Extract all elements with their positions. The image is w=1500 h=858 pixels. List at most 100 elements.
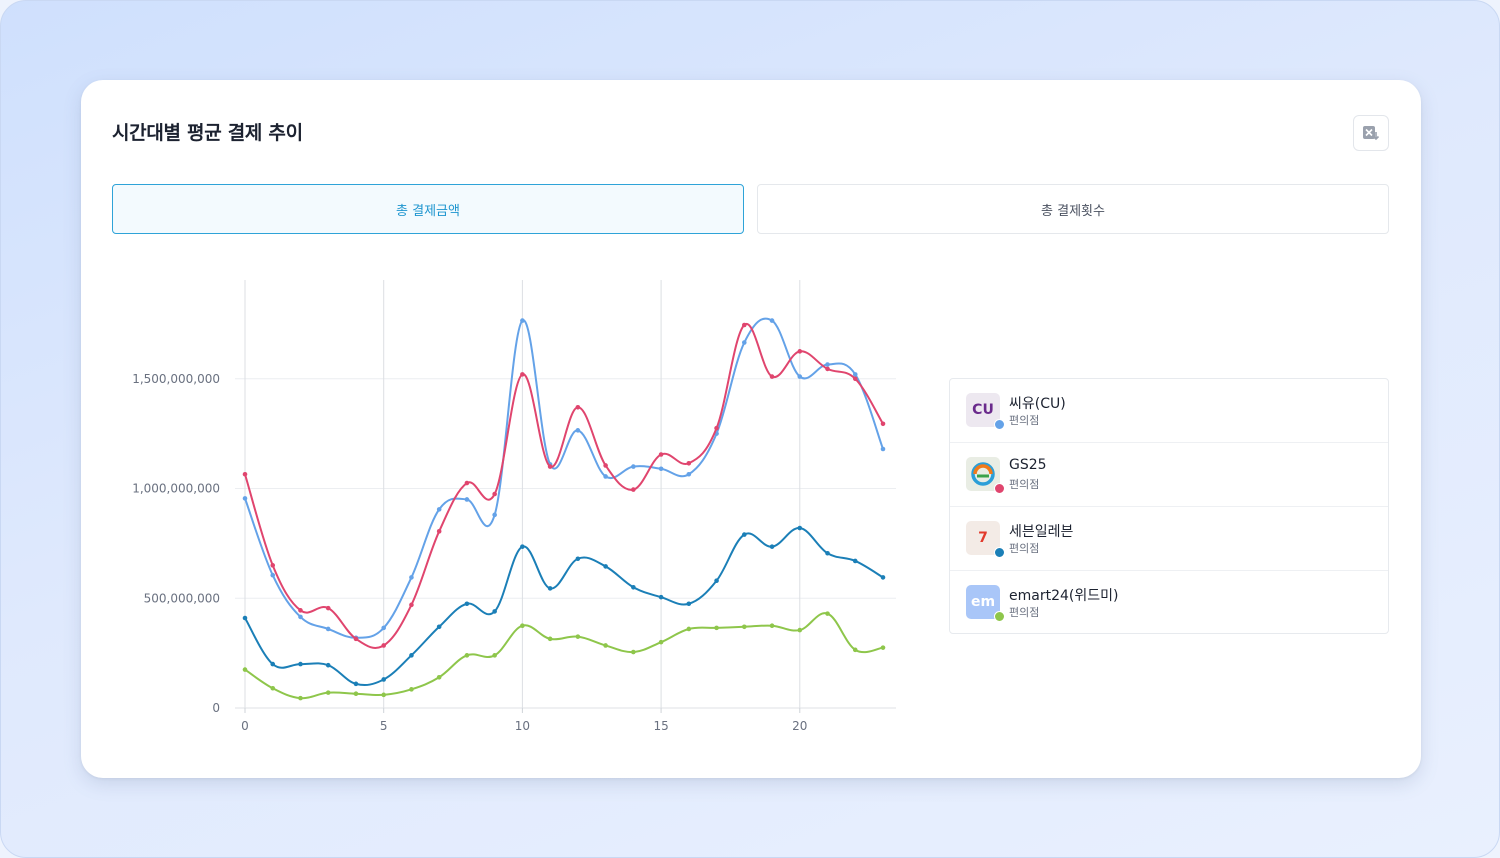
data-point xyxy=(797,525,803,531)
legend-item[interactable]: GS25 편의점 xyxy=(950,443,1388,507)
data-point xyxy=(492,653,497,658)
data-point xyxy=(547,464,553,469)
series-color-dot xyxy=(994,483,1005,494)
data-point xyxy=(880,446,886,452)
data-point xyxy=(381,692,386,698)
legend-item[interactable]: em emart24(위드미) 편의점 xyxy=(950,571,1388,634)
data-point xyxy=(797,349,803,354)
data-point xyxy=(436,624,442,630)
excel-download-button[interactable] xyxy=(1353,115,1389,151)
data-point xyxy=(880,575,886,580)
series-color-dot xyxy=(994,611,1005,622)
y-tick-label: 1,500,000,000 xyxy=(132,372,220,386)
data-point xyxy=(520,318,525,323)
data-point xyxy=(797,627,803,633)
data-point xyxy=(742,340,747,345)
data-point xyxy=(270,661,276,667)
data-point xyxy=(742,532,747,537)
x-tick-label: 20 xyxy=(792,719,807,733)
data-point xyxy=(631,584,636,590)
legend-item[interactable]: CU 씨유(CU) 편의점 xyxy=(950,379,1388,443)
store-category: 편의점 xyxy=(1009,542,1040,555)
data-point xyxy=(381,643,386,648)
data-point xyxy=(242,615,248,621)
data-point xyxy=(464,497,470,502)
data-point xyxy=(520,372,525,377)
data-point xyxy=(436,529,442,534)
data-point xyxy=(325,690,331,695)
data-point xyxy=(575,405,581,410)
data-point xyxy=(714,425,719,431)
data-point xyxy=(880,421,886,427)
data-point xyxy=(242,471,248,477)
legend-item[interactable]: 7 세븐일레븐 편의점 xyxy=(950,507,1388,571)
series-color-dot xyxy=(994,547,1005,558)
data-point xyxy=(658,452,664,457)
data-point xyxy=(325,605,331,611)
data-point xyxy=(825,362,830,367)
data-point xyxy=(547,586,553,591)
data-point xyxy=(492,491,497,497)
series-line-2 xyxy=(244,527,884,686)
data-point xyxy=(825,611,830,616)
data-point xyxy=(686,626,692,632)
data-point xyxy=(825,550,830,556)
data-point xyxy=(880,645,886,650)
data-point xyxy=(658,639,664,645)
data-point xyxy=(492,512,497,518)
data-point xyxy=(852,372,858,377)
data-point xyxy=(603,474,608,479)
x-tick-label: 10 xyxy=(515,719,530,733)
data-point xyxy=(270,563,276,568)
store-name: GS25 xyxy=(1009,457,1047,473)
data-point xyxy=(547,636,553,642)
data-point xyxy=(409,575,414,580)
data-point xyxy=(714,578,719,583)
data-point xyxy=(298,608,303,613)
data-point xyxy=(464,480,470,486)
data-point xyxy=(270,572,276,578)
series-line-3 xyxy=(244,612,884,700)
store-category: 편의점 xyxy=(1009,478,1040,491)
data-point xyxy=(520,623,525,628)
data-point xyxy=(575,428,581,433)
data-point xyxy=(242,667,248,672)
data-point xyxy=(409,653,414,658)
data-point xyxy=(852,376,858,382)
legend-panel: CU 씨유(CU) 편의점 GS25 편의점 7 세븐일레븐 편의점 em emart24(위드미… xyxy=(949,378,1389,634)
data-point xyxy=(353,681,359,687)
data-point xyxy=(464,653,470,658)
data-point xyxy=(797,374,803,379)
data-point xyxy=(686,460,692,466)
data-point xyxy=(575,556,581,562)
data-point xyxy=(325,662,331,668)
data-point xyxy=(825,366,830,372)
y-tick-label: 500,000,000 xyxy=(144,591,220,605)
data-point xyxy=(298,614,303,620)
data-point xyxy=(270,685,276,691)
series-line-1 xyxy=(244,323,884,649)
series-color-dot xyxy=(994,419,1005,430)
excel-download-icon xyxy=(1363,126,1380,141)
store-name: emart24(위드미) xyxy=(1009,588,1119,604)
data-point xyxy=(242,496,248,501)
data-point xyxy=(631,464,636,469)
store-logo-icon xyxy=(966,457,1000,491)
data-point xyxy=(409,687,414,692)
data-point xyxy=(603,564,608,569)
data-point xyxy=(686,471,692,477)
data-point xyxy=(381,677,386,682)
data-point xyxy=(658,594,664,600)
store-name: 씨유(CU) xyxy=(1009,396,1066,412)
data-point xyxy=(520,544,525,549)
tab-total-count[interactable]: 총 결제횟수 xyxy=(757,184,1389,234)
data-point xyxy=(852,647,858,653)
data-point xyxy=(603,463,608,468)
store-category: 편의점 xyxy=(1009,606,1040,619)
x-tick-label: 15 xyxy=(653,719,668,733)
page-title: 시간대별 평균 결제 추이 xyxy=(112,122,303,144)
data-point xyxy=(769,544,775,549)
tab-total-amount[interactable]: 총 결제금액 xyxy=(112,184,744,234)
data-point xyxy=(325,626,331,632)
